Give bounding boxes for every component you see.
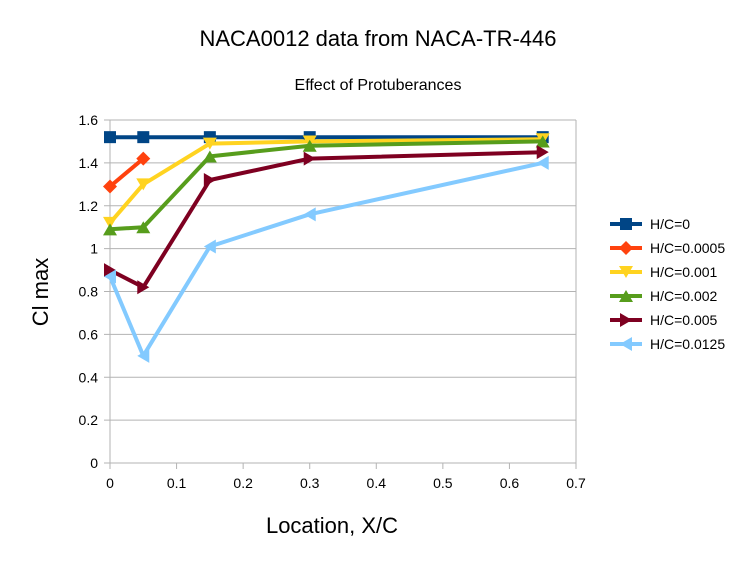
- x-tick-label: 0.3: [300, 475, 320, 491]
- legend-marker: [619, 266, 633, 278]
- data-point: [103, 223, 117, 236]
- data-point: [302, 139, 317, 152]
- legend: H/C=0 H/C=0.0005 H/C=0.001 H/C=0.002 H/C=0.0…: [610, 216, 725, 352]
- x-tick-label: 0.1: [167, 475, 187, 491]
- data-point: [103, 216, 117, 229]
- x-axis-label: Location, X/C: [266, 513, 398, 538]
- x-tick-label: 0.7: [566, 475, 586, 491]
- y-tick-label: 1.2: [79, 198, 99, 214]
- legend-label: H/C=0.002: [650, 288, 718, 304]
- chart-title: NACA0012 data from NACA-TR-446: [199, 26, 556, 51]
- chart-subtitle: Effect of Protuberances: [295, 77, 462, 94]
- data-point: [104, 131, 116, 144]
- y-tick-label: 1.4: [79, 155, 99, 171]
- legend-label: H/C=0.005: [650, 312, 718, 328]
- legend-label: H/C=0: [650, 216, 690, 232]
- y-tick-label: 0.6: [79, 326, 99, 342]
- data-point: [137, 348, 150, 363]
- x-tick-label: 0: [106, 475, 114, 491]
- y-tick-label: 1.6: [79, 112, 99, 128]
- y-axis-label: Cl max: [28, 258, 53, 326]
- data-point: [536, 145, 549, 160]
- x-tick-label: 0.2: [233, 475, 253, 491]
- data-point: [137, 280, 150, 295]
- data-point: [535, 135, 550, 148]
- data-point: [536, 155, 549, 170]
- data-point: [136, 178, 151, 191]
- y-tick-label: 1: [90, 241, 98, 257]
- data-point: [104, 263, 116, 278]
- y-tick-label: 0: [90, 455, 98, 471]
- legend-label: H/C=0.0125: [650, 336, 725, 352]
- plot-area: 0 0.2 0.4 0.6 0.8 1 1.2 1.4 1.6 0 0.1 0.2 0.3 0.4 0.5 0…: [79, 112, 586, 491]
- data-point: [202, 137, 217, 150]
- data-point: [202, 150, 217, 163]
- series-line-1: [108, 157, 145, 189]
- legend-marker: [620, 337, 632, 351]
- data-point: [137, 131, 150, 144]
- data-point: [203, 173, 216, 188]
- legend-marker: [619, 241, 633, 255]
- legend-marker: [620, 218, 632, 230]
- data-point: [136, 151, 151, 166]
- data-point: [303, 207, 316, 222]
- legend-marker: [620, 313, 632, 327]
- legend-marker: [619, 290, 633, 302]
- y-tick-label: 0.2: [79, 412, 99, 428]
- data-point: [136, 221, 151, 234]
- data-point: [103, 179, 117, 194]
- y-tick-label: 0.4: [79, 369, 99, 385]
- y-tick-label: 0.8: [79, 284, 99, 300]
- series-line-4: [109, 150, 543, 290]
- x-tick-label: 0.6: [500, 475, 520, 491]
- data-point: [104, 269, 116, 284]
- x-tick-label: 0.5: [433, 475, 453, 491]
- data-point: [303, 151, 316, 166]
- legend-label: H/C=0.001: [650, 264, 718, 280]
- data-point: [203, 239, 216, 254]
- x-tick-label: 0.4: [367, 475, 387, 491]
- legend-label: H/C=0.0005: [650, 240, 725, 256]
